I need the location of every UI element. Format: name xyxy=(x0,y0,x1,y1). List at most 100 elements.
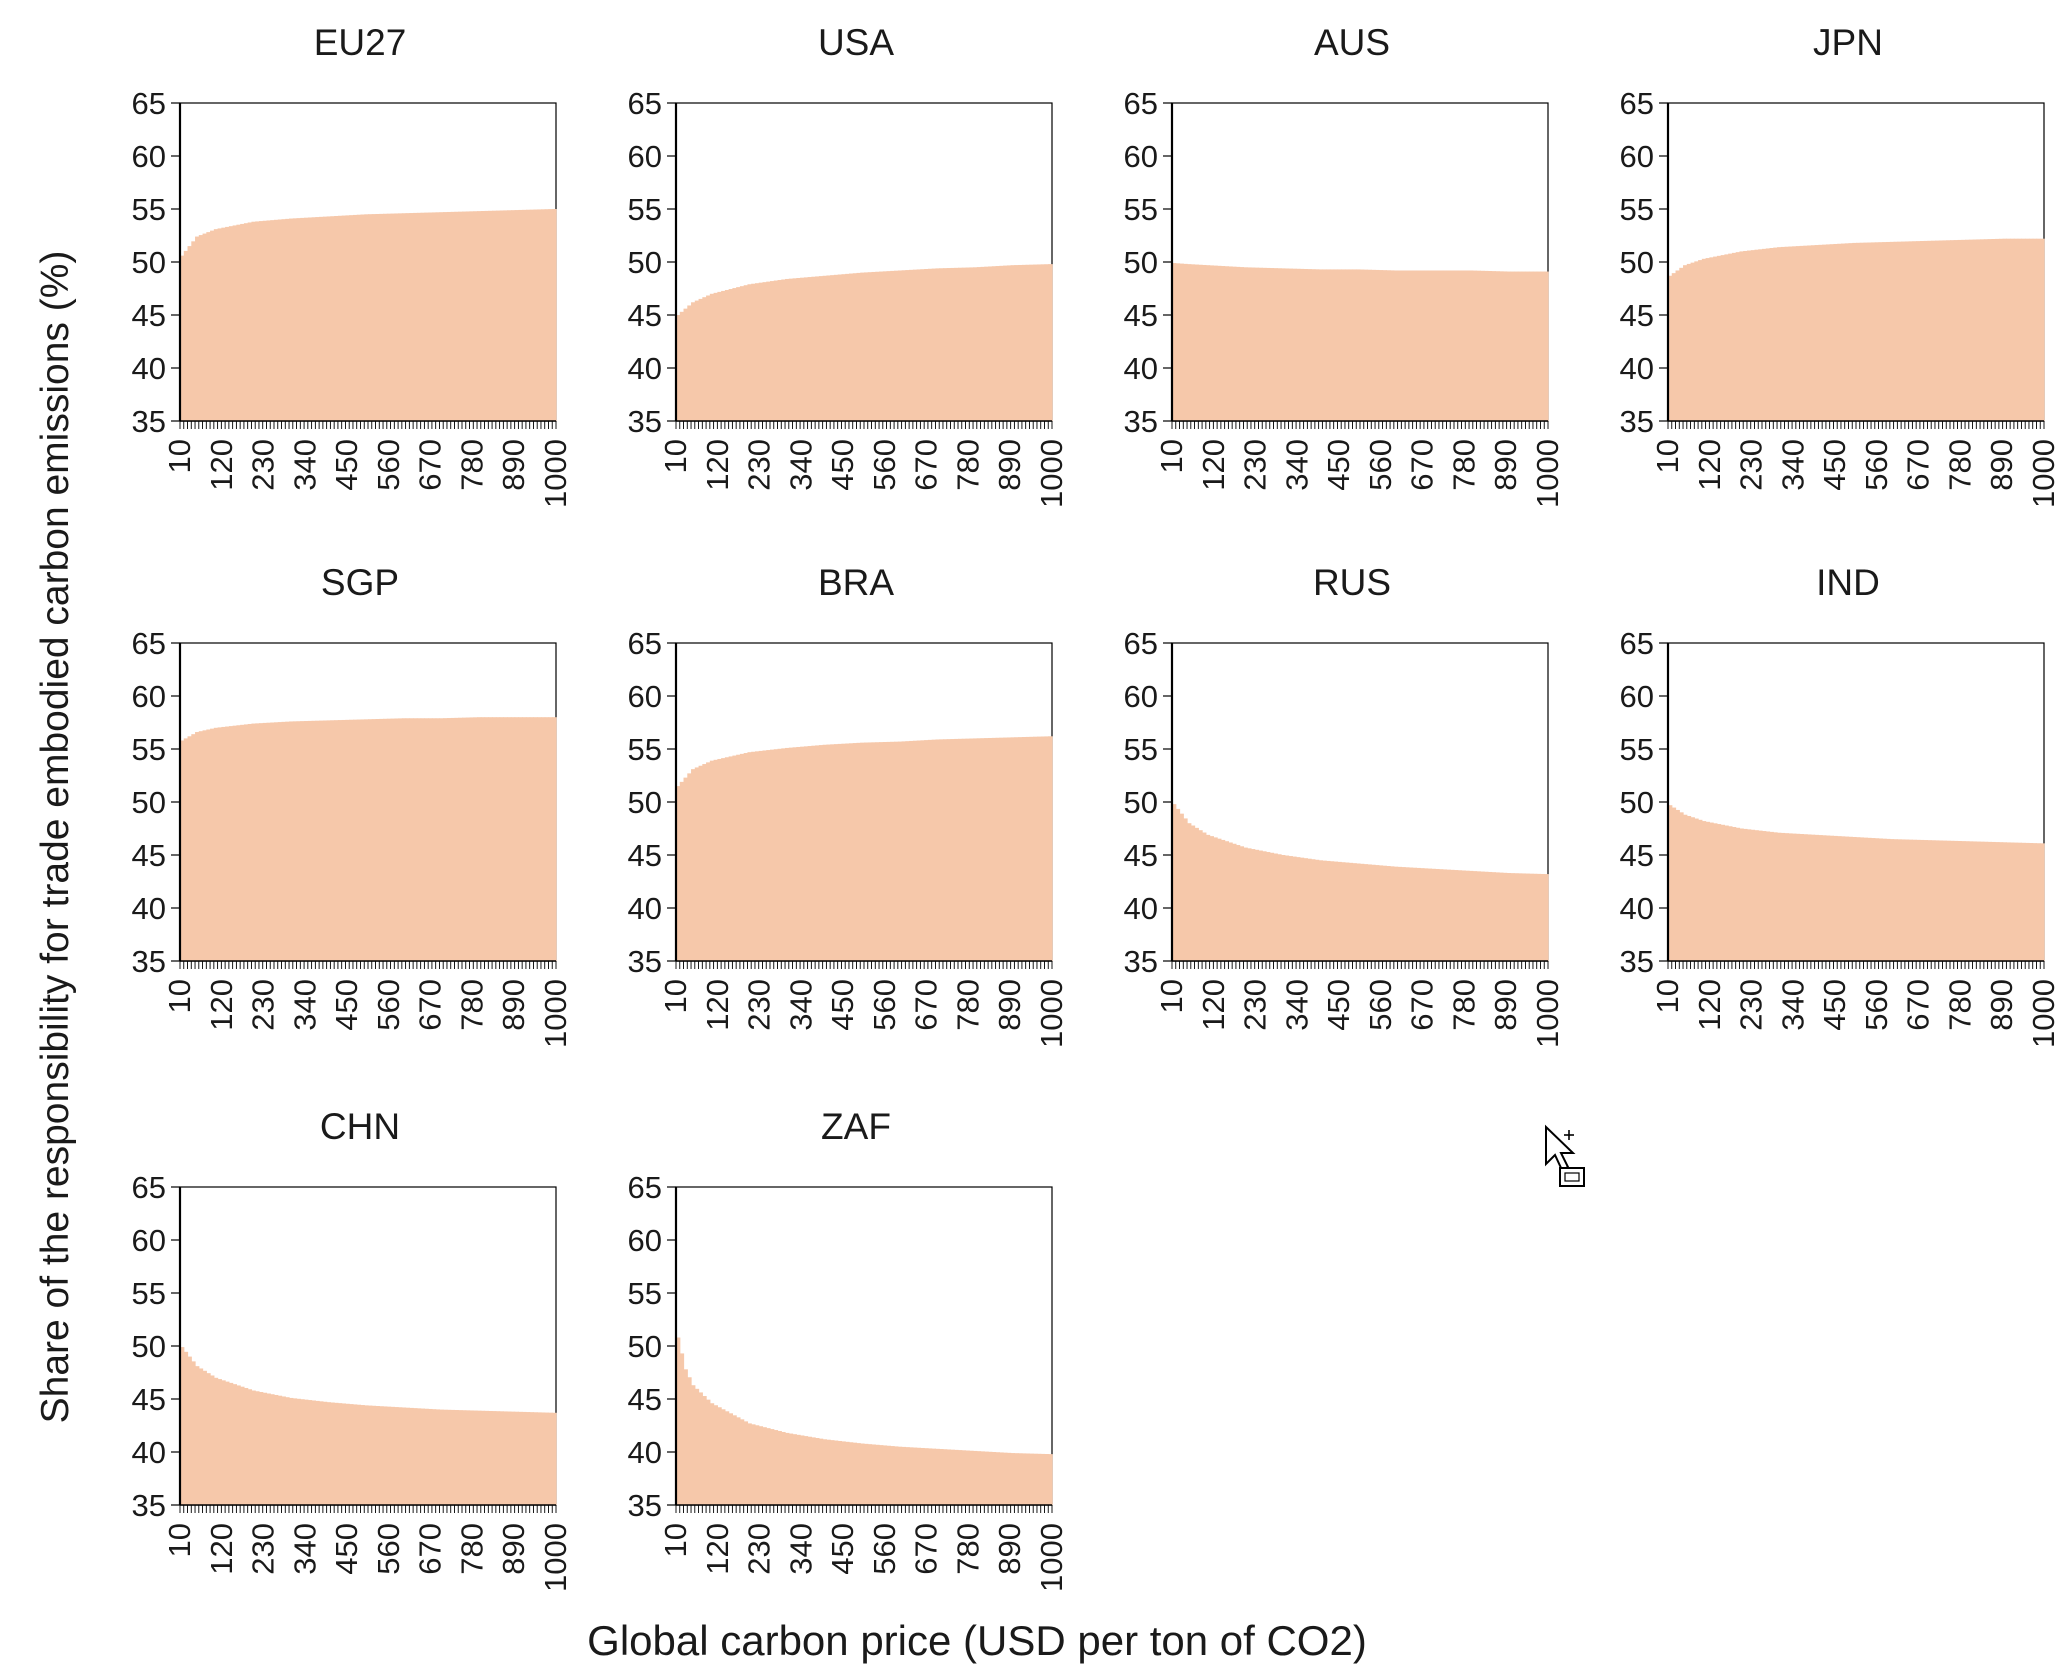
bar xyxy=(1472,270,1478,421)
y-tick-label: 35 xyxy=(132,404,166,439)
bar xyxy=(285,721,290,961)
bar xyxy=(334,720,339,961)
bar xyxy=(1314,269,1320,421)
bar xyxy=(540,209,546,421)
bar xyxy=(1980,239,1985,421)
bar xyxy=(352,214,358,421)
bar xyxy=(758,1426,764,1505)
bar xyxy=(1525,271,1530,421)
bar xyxy=(206,729,211,961)
bar xyxy=(525,717,531,961)
y-tick-label: 55 xyxy=(1620,192,1654,227)
bar xyxy=(683,308,688,421)
bar xyxy=(1780,246,1786,421)
bar xyxy=(428,718,433,961)
y-tick-label: 65 xyxy=(628,626,662,661)
bar xyxy=(1435,270,1440,421)
bar xyxy=(416,212,422,421)
bar xyxy=(1976,841,1981,961)
bar xyxy=(420,718,425,961)
bar xyxy=(1382,865,1387,961)
x-tick-label: 340 xyxy=(287,439,322,491)
bar xyxy=(942,1449,948,1505)
bar xyxy=(322,1401,328,1505)
bar xyxy=(255,1391,260,1505)
x-tick-label: 670 xyxy=(413,1523,448,1575)
bar xyxy=(413,212,418,421)
bar xyxy=(334,216,339,421)
x-tick-label: 560 xyxy=(1363,439,1398,491)
bar xyxy=(1021,1453,1027,1505)
bar xyxy=(890,270,895,421)
y-tick-label: 45 xyxy=(132,298,166,333)
bar xyxy=(679,781,685,961)
bar xyxy=(1036,736,1042,961)
bar xyxy=(724,757,730,961)
bar xyxy=(1713,256,1718,421)
bar xyxy=(946,1449,952,1505)
bar xyxy=(864,272,869,421)
bar xyxy=(1431,868,1436,961)
bar xyxy=(942,268,948,421)
bar xyxy=(1878,838,1883,961)
bar xyxy=(1491,271,1496,421)
bar xyxy=(1292,268,1297,421)
bar xyxy=(732,1415,737,1505)
x-tick-label: 670 xyxy=(1901,979,1936,1031)
bar xyxy=(676,1337,681,1505)
bar xyxy=(289,721,294,961)
bar xyxy=(1352,269,1357,421)
bar xyxy=(1953,240,1959,421)
bar xyxy=(1232,266,1237,421)
bar xyxy=(901,1446,906,1505)
panel-title: CHN xyxy=(320,1106,400,1147)
bar xyxy=(1288,268,1293,421)
x-tick-label: 560 xyxy=(371,979,406,1031)
bar xyxy=(424,718,429,961)
bar xyxy=(258,1392,264,1505)
bar xyxy=(954,1449,959,1505)
bar xyxy=(969,738,974,961)
x-minor-ticks xyxy=(1667,961,2045,969)
bar xyxy=(1262,851,1267,961)
bar xyxy=(754,283,760,421)
bar xyxy=(886,1445,891,1505)
bar xyxy=(1720,255,1725,421)
bar xyxy=(435,718,441,961)
bar xyxy=(243,223,249,421)
bar xyxy=(285,1397,290,1505)
bar xyxy=(488,717,493,961)
bar xyxy=(446,1409,452,1505)
bar xyxy=(897,270,903,421)
bar xyxy=(1036,1453,1042,1505)
bar xyxy=(221,726,226,961)
bar xyxy=(1454,270,1459,421)
bar xyxy=(202,730,207,961)
bar xyxy=(758,750,764,961)
bar xyxy=(330,1402,335,1505)
bar xyxy=(800,1435,805,1505)
bar xyxy=(736,1417,741,1505)
bar xyxy=(736,287,741,421)
bar xyxy=(1514,271,1519,421)
bar xyxy=(969,1450,974,1505)
bar xyxy=(1202,832,1207,961)
bar xyxy=(1889,839,1895,961)
x-tick-label: 120 xyxy=(1196,979,1231,1031)
bar xyxy=(845,743,850,961)
bar xyxy=(529,1412,535,1505)
bar xyxy=(221,1380,226,1505)
bar xyxy=(694,767,700,961)
x-tick-label: 340 xyxy=(783,1523,818,1575)
bar xyxy=(1773,832,1778,961)
x-tick-label: 890 xyxy=(992,979,1027,1031)
bar xyxy=(833,274,839,421)
bar xyxy=(1296,857,1301,961)
x-tick-label: 780 xyxy=(454,439,489,491)
bar xyxy=(398,1407,403,1505)
bar xyxy=(315,1400,320,1505)
y-tick-label: 55 xyxy=(628,732,662,767)
y-tick-label: 40 xyxy=(628,351,662,386)
bar xyxy=(860,1443,865,1505)
bar xyxy=(292,218,298,421)
